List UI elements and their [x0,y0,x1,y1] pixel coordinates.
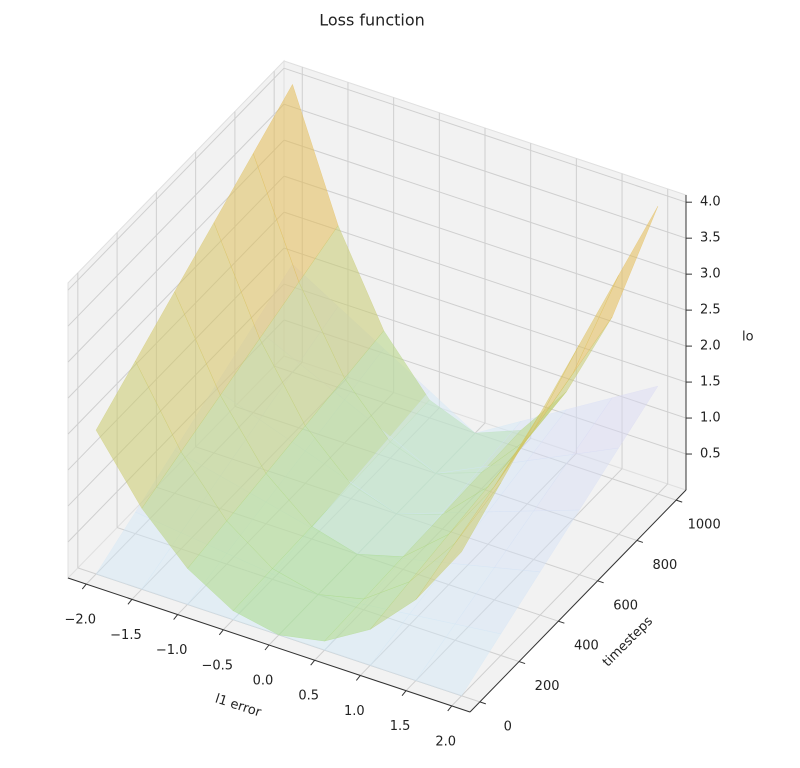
x-tick-label: −2.0 [64,613,96,628]
x-tick-label: 0.0 [253,674,274,689]
y-tick-label: 1000 [688,518,721,533]
surface-patch [415,623,502,697]
y-tick-label: 600 [613,598,638,613]
z-tick-label: 3.5 [700,231,721,246]
x-tick [127,599,133,605]
surface-patch [415,482,502,600]
x-tick-label: 2.0 [435,734,456,749]
grid-line [360,453,577,676]
x-tick [264,644,270,651]
grid-line [405,468,623,692]
grid-line [283,67,687,203]
grid-line [67,67,285,291]
grid-line [283,139,687,275]
surface-patch [435,420,522,474]
z-tick-label: 2.5 [700,303,721,318]
surface-patch [572,385,659,455]
x-axis-label: l1 error [213,692,263,721]
grid-line [283,211,687,347]
x-tick [81,583,87,590]
surface-patch [369,613,456,681]
x-tick-label: 1.5 [390,719,411,734]
z-tick-label: 0.5 [700,447,721,462]
x-tick [310,659,316,666]
y-tick [676,499,683,503]
y-axis-label: timesteps [600,614,656,670]
surface-patch [487,454,574,513]
grid-line [67,103,285,327]
x-tick [218,629,224,636]
grid-line [283,103,687,239]
surface-patch [493,509,580,573]
x-tick-label: −1.0 [156,643,188,658]
surface-patch [454,567,541,635]
z-tick-label: 4.0 [700,195,721,210]
x-axis-line [67,577,471,713]
y-tick [597,580,604,584]
x-tick [173,614,179,620]
surface-patch [526,397,613,462]
y-tick [479,701,486,705]
y-tick-label: 200 [535,679,560,694]
y-tick-label: 800 [652,558,677,573]
chart-title: Loss function [319,11,425,30]
surface-patch [448,510,535,568]
z-axis-label: lo [742,330,754,345]
y-tick [518,661,526,665]
x-tick [355,675,361,681]
z-tick-label: 1.5 [700,375,721,390]
x-tick-label: 0.5 [298,689,319,704]
z-tick-label: 2.0 [700,339,721,354]
y-tick-label: 400 [574,639,599,654]
y-tick-label: 0 [504,719,512,734]
grid-line [451,483,669,707]
y-tick [558,620,565,624]
y-axis-line [469,489,687,713]
surface-patch [409,562,495,625]
z-tick-label: 1.0 [700,411,721,426]
surface-patch [533,447,620,512]
x-tick-label: 1.0 [344,704,365,719]
z-tick-label: 3.0 [700,267,721,282]
x-tick [447,705,453,712]
x-tick-label: −1.5 [110,628,142,643]
x-tick [401,690,407,696]
surface-patch [395,466,483,515]
x-tick-label: −0.5 [202,658,234,673]
y-tick [636,539,644,543]
